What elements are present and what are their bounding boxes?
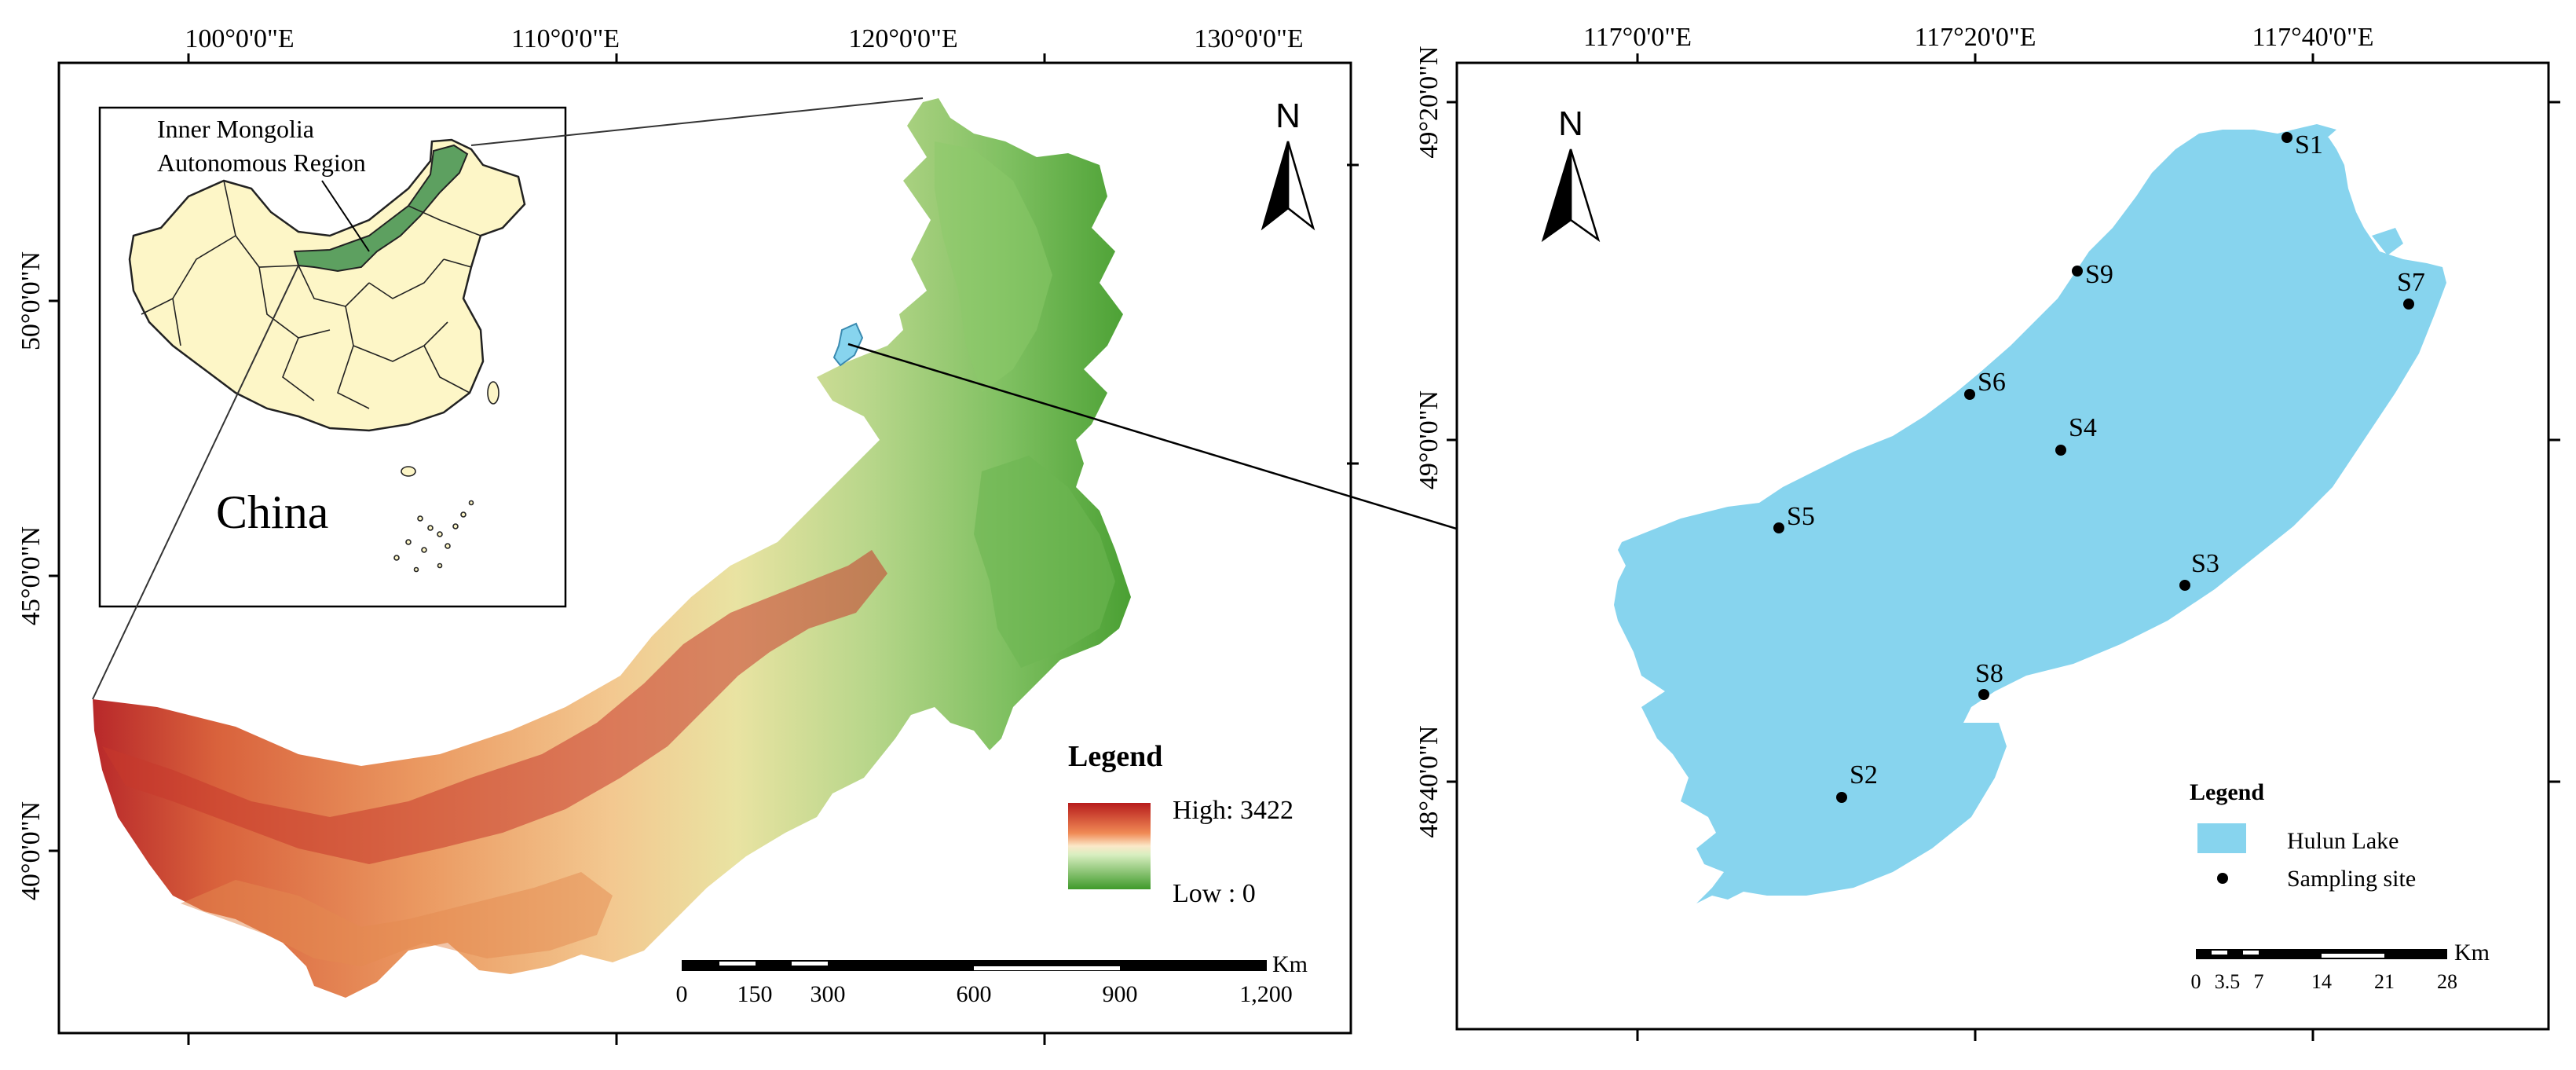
sampling-site-label: S3 — [2191, 549, 2219, 578]
relief-ridge — [181, 872, 613, 966]
left-side-tick-label: 45°0'0"N — [16, 526, 46, 625]
right-scale-bar: Km 0 3.5 7 14 21 28 — [2191, 940, 2490, 993]
lake-east-inlet — [2372, 228, 2403, 255]
inner-mongolia-highlight — [293, 144, 469, 273]
sampling-site-label: S6 — [1978, 368, 2006, 397]
inner-mongolia-region — [93, 98, 1131, 998]
province-lines — [141, 180, 481, 409]
left-scale-bar: Km 0 150 300 600 900 1,200 — [676, 951, 1308, 1007]
scale-label: 21 — [2374, 970, 2395, 993]
sampling-site-label: S9 — [2085, 260, 2113, 289]
right-north-arrow: N — [1541, 104, 1601, 243]
sampling-site-marker — [1773, 522, 1784, 533]
sampling-site-marker — [2055, 445, 2066, 456]
scale-label: 150 — [737, 981, 773, 1007]
elevation-legend: Legend High: 3422 Low : 0 — [1068, 740, 1293, 908]
scale-label: 7 — [2254, 970, 2264, 993]
sampling-site-label: S5 — [1787, 502, 1815, 531]
legend-site-label: Sampling site — [2287, 866, 2416, 892]
legend-lake-swatch — [2197, 823, 2246, 853]
scale-label: 0 — [2191, 970, 2201, 993]
relief-green — [935, 141, 1052, 393]
left-top-tick-label: 130°0'0"E — [1194, 24, 1303, 53]
right-map-panel: 117°0'0"E 117°20'0"E 117°40'0"E 49°20'0"… — [1414, 23, 2560, 1041]
legend-title: Legend — [1068, 740, 1162, 773]
left-side-tick-label: 50°0'0"N — [16, 251, 46, 350]
north-label: N — [1558, 104, 1583, 143]
inset-region-label: Autonomous Region — [157, 148, 366, 177]
legend-low-label: Low : 0 — [1173, 879, 1256, 908]
sampling-site-label: S8 — [1975, 659, 2003, 688]
scale-label: 900 — [1103, 981, 1138, 1007]
scale-label: 0 — [676, 981, 688, 1007]
sampling-site-marker — [2179, 580, 2190, 591]
lake-north-inlet — [2293, 124, 2336, 140]
islands — [393, 381, 499, 573]
sampling-site-marker — [2072, 266, 2083, 277]
scale-label: 300 — [810, 981, 846, 1007]
inset-leader-line — [321, 180, 370, 252]
sampling-site-marker — [1836, 792, 1847, 803]
sampling-site-marker — [2281, 132, 2292, 143]
left-top-tick-label: 110°0'0"E — [511, 24, 620, 53]
right-side-tick-label: 48°40'0"N — [1414, 725, 1444, 837]
right-top-tick-label: 117°0'0"E — [1583, 23, 1692, 52]
right-top-tick-label: 117°20'0"E — [1914, 23, 2036, 52]
sampling-site-marker — [2403, 299, 2414, 310]
scale-unit: Km — [1272, 951, 1308, 977]
left-bottom-ticks — [187, 1033, 1046, 1045]
right-side-tick-label: 49°20'0"N — [1414, 46, 1444, 158]
sampling-sites: S1 S9 S7 S6 S4 S5 S3 S8 S2 — [1773, 130, 2425, 803]
left-map-panel: 100°0'0"E 110°0'0"E 120°0'0"E 130°0'0"E … — [16, 24, 1359, 1045]
scale-label: 600 — [957, 981, 992, 1007]
inset-country-label: China — [216, 486, 328, 538]
north-label: N — [1275, 97, 1301, 135]
left-side-tick-label: 40°0'0"N — [16, 801, 46, 900]
sampling-site-marker — [1978, 689, 1989, 700]
inset-connector-line — [470, 97, 924, 146]
left-side-ticks: 50°0'0"N 45°0'0"N 40°0'0"N — [16, 251, 59, 900]
left-top-ticks: 100°0'0"E 110°0'0"E 120°0'0"E 130°0'0"E — [185, 24, 1359, 465]
inset-connector-line — [92, 265, 299, 700]
right-side-ticks: 49°20'0"N 49°0'0"N 48°40'0"N — [1414, 46, 1457, 838]
scale-label: 3.5 — [2215, 970, 2241, 993]
inset-region-label: Inner Mongolia — [157, 115, 314, 143]
legend-title: Legend — [2190, 779, 2264, 805]
scale-unit: Km — [2454, 940, 2490, 966]
scale-label: 14 — [2311, 970, 2332, 993]
legend-site-symbol — [2217, 873, 2228, 884]
sampling-site-label: S2 — [1850, 760, 1878, 790]
sampling-site-label: S1 — [2295, 130, 2323, 159]
relief-ridge — [102, 550, 887, 864]
left-top-tick-label: 120°0'0"E — [848, 24, 957, 53]
china-inset: Inner Mongolia Autonomous Region China — [98, 106, 567, 608]
sampling-site-marker — [1964, 389, 1975, 400]
relief-green — [974, 456, 1115, 668]
right-top-tick-label: 117°40'0"E — [2252, 23, 2373, 52]
right-top-ticks: 117°0'0"E 117°20'0"E 117°40'0"E — [1583, 23, 2374, 63]
legend-high-label: High: 3422 — [1173, 796, 1293, 825]
elevation-color-ramp — [1068, 803, 1151, 889]
hulun-lake — [1614, 130, 2446, 903]
left-top-tick-label: 100°0'0"E — [185, 24, 294, 53]
sampling-site-label: S4 — [2069, 413, 2097, 442]
left-north-arrow: N — [1261, 97, 1315, 231]
lake-legend: Legend Hulun Lake Sampling site — [2190, 779, 2416, 892]
right-bottom-ticks — [1636, 101, 2560, 1041]
legend-lake-label: Hulun Lake — [2287, 828, 2399, 854]
scale-label: 28 — [2437, 970, 2457, 993]
right-side-tick-label: 49°0'0"N — [1414, 390, 1444, 489]
sampling-site-label: S7 — [2397, 268, 2425, 297]
scale-label: 1,200 — [1239, 981, 1293, 1007]
